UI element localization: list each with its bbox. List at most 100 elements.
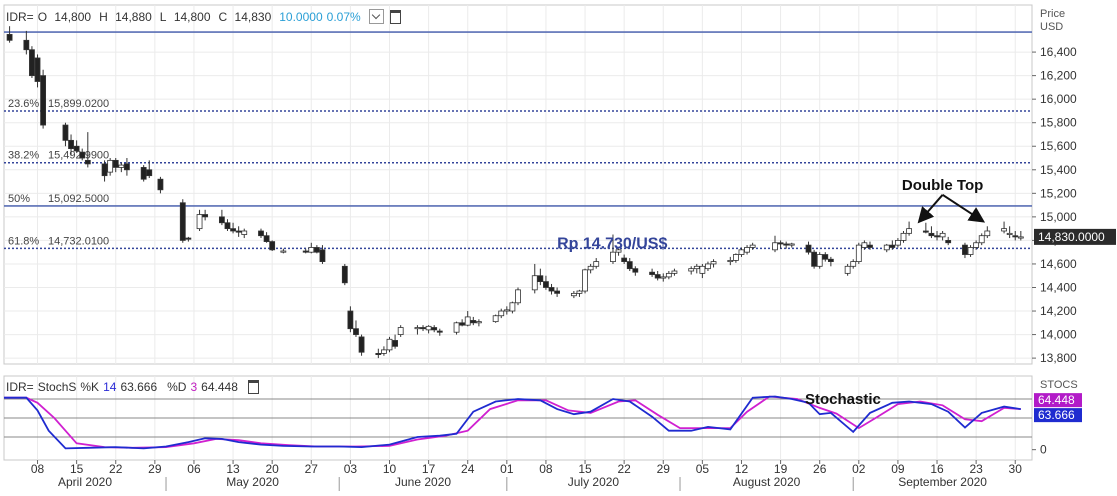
- x-tick-label: 09: [891, 462, 905, 476]
- y-tick-label: 16,400: [1040, 45, 1077, 59]
- candle-body-down: [626, 261, 633, 270]
- fib-level-value: 15,092.5000: [48, 193, 109, 205]
- candle-body-up: [973, 242, 980, 248]
- y-axis-title: Price: [1040, 8, 1065, 20]
- change-value: 10.0000: [279, 9, 323, 24]
- candle-body-up: [744, 247, 750, 253]
- x-tick-label: 01: [500, 462, 514, 476]
- x-tick-label: 22: [109, 462, 123, 476]
- double-top-arrow: [942, 193, 986, 223]
- candle-body-down: [269, 241, 276, 251]
- candle-body-down: [224, 222, 231, 230]
- x-tick-label: 19: [774, 462, 788, 476]
- x-tick-label: 02: [852, 462, 866, 476]
- candle-body-down: [621, 257, 628, 262]
- fib-level-value: 15,492.9900: [48, 150, 109, 162]
- candle-body-down: [101, 163, 108, 177]
- candle-body-up: [710, 261, 717, 265]
- y-tick-label: 15,400: [1040, 163, 1077, 177]
- x-tick-label: 08: [539, 462, 553, 476]
- candle-body-down: [29, 49, 35, 77]
- candle-body-down: [40, 75, 47, 126]
- candle-body-down: [649, 271, 655, 275]
- chevron-down-icon[interactable]: [368, 9, 384, 24]
- y-tick-label: 13,800: [1040, 351, 1077, 365]
- candle-body-up: [967, 247, 974, 255]
- candle-body-down: [258, 230, 264, 237]
- candle-body-down: [302, 250, 309, 253]
- candle-body-down: [34, 57, 41, 82]
- candle-body-down: [548, 287, 555, 292]
- candle-body-up: [582, 269, 588, 292]
- candle-body-down: [23, 39, 30, 51]
- candle-body-up: [509, 302, 516, 312]
- candle-body-down: [73, 145, 80, 152]
- trash-icon[interactable]: [389, 9, 401, 24]
- x-tick-label: 23: [969, 462, 983, 476]
- x-tick-label: 29: [148, 462, 162, 476]
- fib-level-label: 38.2%: [8, 150, 39, 162]
- y-tick-label: 15,600: [1040, 139, 1077, 153]
- y-axis-unit: USD: [1040, 21, 1063, 33]
- open-label: O 14,800: [38, 10, 95, 24]
- candle-body-down: [313, 247, 320, 253]
- d-key: %D: [167, 380, 187, 394]
- month-label: June 2020: [395, 475, 451, 489]
- candle-body-up: [772, 242, 778, 251]
- candle-body-up: [749, 244, 756, 248]
- x-tick-label: 29: [657, 462, 671, 476]
- stoch-k-line: [4, 395, 1021, 450]
- candle-body-up: [241, 230, 248, 235]
- k-period: 14: [103, 380, 117, 394]
- candle-body-up: [895, 240, 901, 246]
- fib-level-value: 15,899.0200: [48, 98, 109, 110]
- x-tick-label: 27: [305, 462, 319, 476]
- candle-body-down: [459, 322, 466, 326]
- candle-body-up: [610, 251, 616, 262]
- y-tick-label: 14,000: [1040, 328, 1077, 342]
- open-value: 14,800: [54, 9, 92, 24]
- y-tick-label: 15,200: [1040, 186, 1077, 200]
- x-tick-label: 16: [930, 462, 944, 476]
- last-price-badge: [1034, 228, 1116, 245]
- candle-body-up: [788, 243, 795, 246]
- candle-body-up: [1006, 232, 1013, 235]
- candle-body-up: [732, 254, 739, 261]
- candle-body-down: [112, 159, 119, 168]
- candle-body-up: [531, 275, 538, 291]
- x-tick-label: 15: [70, 462, 84, 476]
- candle-body-up: [665, 272, 672, 278]
- candle-body-up: [699, 265, 706, 274]
- candle-body-up: [107, 159, 114, 173]
- candle-body-down: [347, 310, 354, 330]
- trash-icon[interactable]: [247, 380, 259, 394]
- low-label: L 14,800: [160, 10, 215, 24]
- candle-body-up: [906, 228, 912, 234]
- high-key: H: [99, 9, 108, 24]
- stoch-k-badge-label: 63.666: [1038, 408, 1075, 422]
- annotation-double-top: Double Top: [902, 177, 983, 194]
- candle-body-up: [1017, 236, 1024, 239]
- candle-body-down: [470, 320, 477, 324]
- candle-body-up: [688, 268, 695, 272]
- candle-body-down: [140, 167, 147, 180]
- candle-body-down: [777, 242, 784, 245]
- candle-body-down: [543, 281, 549, 288]
- candle-body-up: [308, 247, 315, 253]
- x-tick-label: 15: [578, 462, 592, 476]
- x-tick-label: 20: [265, 462, 279, 476]
- candle-body-down: [62, 124, 69, 141]
- candle-body-up: [515, 289, 521, 304]
- annotation-price-text: Rp 14.730/US$: [557, 235, 667, 252]
- candle-body-down: [319, 249, 326, 262]
- y-tick-label: 15,800: [1040, 116, 1077, 130]
- candle-body-up: [978, 235, 985, 244]
- candle-body-down: [889, 244, 896, 248]
- candle-body-up: [453, 322, 460, 333]
- candle-body-up: [414, 327, 421, 330]
- month-label: May 2020: [226, 475, 279, 489]
- candle-body-down: [654, 274, 661, 279]
- candle-body-up: [660, 276, 667, 279]
- month-label: April 2020: [58, 475, 112, 489]
- month-label: July 2020: [568, 475, 620, 489]
